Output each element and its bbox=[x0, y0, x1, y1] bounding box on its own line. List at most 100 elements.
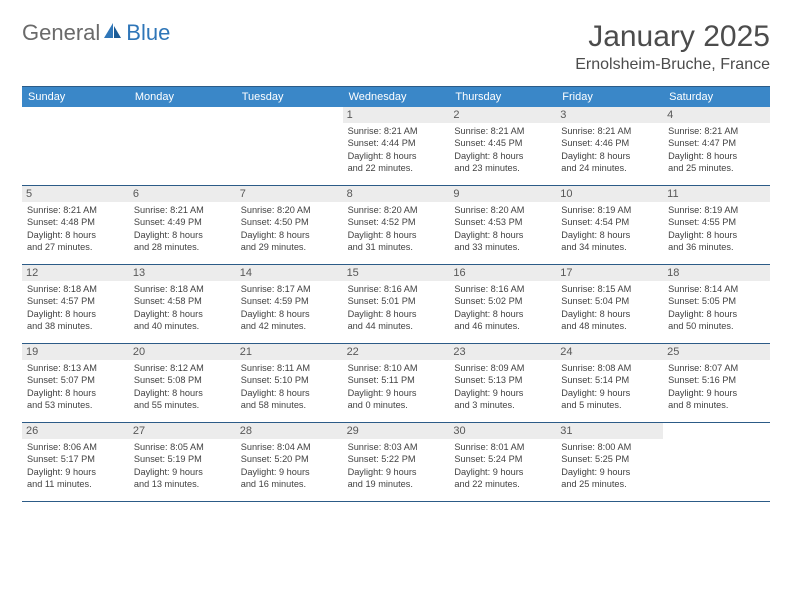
day-info: Sunrise: 8:16 AMSunset: 5:01 PMDaylight:… bbox=[348, 283, 445, 333]
day-info: Sunrise: 8:12 AMSunset: 5:08 PMDaylight:… bbox=[134, 362, 231, 412]
day-info: Sunrise: 8:21 AMSunset: 4:45 PMDaylight:… bbox=[454, 125, 551, 175]
day-cell: 29 Sunrise: 8:03 AMSunset: 5:22 PMDayligh… bbox=[343, 423, 450, 501]
week-row: 12 Sunrise: 8:18 AMSunset: 4:57 PMDayligh… bbox=[22, 265, 770, 344]
day-number: 8 bbox=[343, 186, 450, 202]
day-cell: 3Sunrise: 8:21 AMSunset: 4:46 PMDaylight… bbox=[556, 107, 663, 185]
day-cell: 1 Sunrise: 8:21 AMSunset: 4:44 PMDaylight… bbox=[343, 107, 450, 185]
day-cell: 7 Sunrise: 8:20 AMSunset: 4:50 PMDaylight… bbox=[236, 186, 343, 264]
weekday-header: Tuesday bbox=[236, 87, 343, 107]
day-number: 23 bbox=[449, 344, 556, 360]
day-number: 24 bbox=[556, 344, 663, 360]
day-cell: 5 Sunrise: 8:21 AMSunset: 4:48 PMDaylight… bbox=[22, 186, 129, 264]
weekday-header: Sunday bbox=[22, 87, 129, 107]
day-cell: 25 Sunrise: 8:07 AMSunset: 5:16 PMDayligh… bbox=[663, 344, 770, 422]
day-cell: 27 Sunrise: 8:05 AMSunset: 5:19 PMDayligh… bbox=[129, 423, 236, 501]
day-info: Sunrise: 8:13 AMSunset: 5:07 PMDaylight:… bbox=[27, 362, 124, 412]
day-number: 28 bbox=[236, 423, 343, 439]
day-number: 9 bbox=[449, 186, 556, 202]
logo-text-general: General bbox=[22, 20, 100, 46]
day-info: Sunrise: 8:11 AMSunset: 5:10 PMDaylight:… bbox=[241, 362, 338, 412]
week-row: 5 Sunrise: 8:21 AMSunset: 4:48 PMDaylight… bbox=[22, 186, 770, 265]
day-info: Sunrise: 8:16 AMSunset: 5:02 PMDaylight:… bbox=[454, 283, 551, 333]
day-number: 5 bbox=[22, 186, 129, 202]
weekday-header: Saturday bbox=[663, 87, 770, 107]
day-info: Sunrise: 8:08 AMSunset: 5:14 PMDaylight:… bbox=[561, 362, 658, 412]
month-title: January 2025 bbox=[575, 20, 770, 54]
empty-day-cell bbox=[236, 107, 343, 185]
day-number: 19 bbox=[22, 344, 129, 360]
weekday-header: Wednesday bbox=[343, 87, 450, 107]
day-cell: 19 Sunrise: 8:13 AMSunset: 5:07 PMDayligh… bbox=[22, 344, 129, 422]
weekday-header-row: SundayMondayTuesdayWednesdayThursdayFrid… bbox=[22, 86, 770, 107]
day-info: Sunrise: 8:21 AMSunset: 4:49 PMDaylight:… bbox=[134, 204, 231, 254]
day-number: 3 bbox=[556, 107, 663, 123]
day-number: 7 bbox=[236, 186, 343, 202]
weekday-header: Friday bbox=[556, 87, 663, 107]
day-number: 4 bbox=[663, 107, 770, 123]
calendar: SundayMondayTuesdayWednesdayThursdayFrid… bbox=[22, 86, 770, 502]
header: General Blue January 2025 Ernolsheim-Bru… bbox=[22, 20, 770, 74]
weekday-header: Thursday bbox=[449, 87, 556, 107]
logo-text-blue: Blue bbox=[126, 20, 170, 46]
day-number: 26 bbox=[22, 423, 129, 439]
day-number: 11 bbox=[663, 186, 770, 202]
day-number: 1 bbox=[343, 107, 450, 123]
day-info: Sunrise: 8:20 AMSunset: 4:53 PMDaylight:… bbox=[454, 204, 551, 254]
day-info: Sunrise: 8:10 AMSunset: 5:11 PMDaylight:… bbox=[348, 362, 445, 412]
day-cell: 17 Sunrise: 8:15 AMSunset: 5:04 PMDayligh… bbox=[556, 265, 663, 343]
day-number: 31 bbox=[556, 423, 663, 439]
empty-day-cell bbox=[663, 423, 770, 501]
day-number: 20 bbox=[129, 344, 236, 360]
day-cell: 28 Sunrise: 8:04 AMSunset: 5:20 PMDayligh… bbox=[236, 423, 343, 501]
day-number: 30 bbox=[449, 423, 556, 439]
day-cell: 26Sunrise: 8:06 AMSunset: 5:17 PMDayligh… bbox=[22, 423, 129, 501]
day-info: Sunrise: 8:01 AMSunset: 5:24 PMDaylight:… bbox=[454, 441, 551, 491]
day-cell: 15 Sunrise: 8:16 AMSunset: 5:01 PMDayligh… bbox=[343, 265, 450, 343]
day-info: Sunrise: 8:21 AMSunset: 4:48 PMDaylight:… bbox=[27, 204, 124, 254]
week-row: 26Sunrise: 8:06 AMSunset: 5:17 PMDayligh… bbox=[22, 423, 770, 502]
sail-icon bbox=[102, 21, 124, 46]
day-cell: 22Sunrise: 8:10 AMSunset: 5:11 PMDayligh… bbox=[343, 344, 450, 422]
week-row: 1 Sunrise: 8:21 AMSunset: 4:44 PMDaylight… bbox=[22, 107, 770, 186]
day-number: 2 bbox=[449, 107, 556, 123]
day-info: Sunrise: 8:03 AMSunset: 5:22 PMDaylight:… bbox=[348, 441, 445, 491]
day-info: Sunrise: 8:18 AMSunset: 4:57 PMDaylight:… bbox=[27, 283, 124, 333]
day-number: 6 bbox=[129, 186, 236, 202]
day-cell: 18 Sunrise: 8:14 AMSunset: 5:05 PMDayligh… bbox=[663, 265, 770, 343]
day-info: Sunrise: 8:20 AMSunset: 4:50 PMDaylight:… bbox=[241, 204, 338, 254]
day-info: Sunrise: 8:04 AMSunset: 5:20 PMDaylight:… bbox=[241, 441, 338, 491]
day-cell: 14Sunrise: 8:17 AMSunset: 4:59 PMDayligh… bbox=[236, 265, 343, 343]
day-info: Sunrise: 8:17 AMSunset: 4:59 PMDaylight:… bbox=[241, 283, 338, 333]
day-number: 17 bbox=[556, 265, 663, 281]
day-number: 25 bbox=[663, 344, 770, 360]
day-cell: 21Sunrise: 8:11 AMSunset: 5:10 PMDayligh… bbox=[236, 344, 343, 422]
day-info: Sunrise: 8:20 AMSunset: 4:52 PMDaylight:… bbox=[348, 204, 445, 254]
day-info: Sunrise: 8:00 AMSunset: 5:25 PMDaylight:… bbox=[561, 441, 658, 491]
day-info: Sunrise: 8:21 AMSunset: 4:44 PMDaylight:… bbox=[348, 125, 445, 175]
day-cell: 23Sunrise: 8:09 AMSunset: 5:13 PMDayligh… bbox=[449, 344, 556, 422]
day-number: 16 bbox=[449, 265, 556, 281]
day-info: Sunrise: 8:14 AMSunset: 5:05 PMDaylight:… bbox=[668, 283, 765, 333]
day-cell: 16 Sunrise: 8:16 AMSunset: 5:02 PMDayligh… bbox=[449, 265, 556, 343]
day-cell: 11Sunrise: 8:19 AMSunset: 4:55 PMDayligh… bbox=[663, 186, 770, 264]
day-info: Sunrise: 8:18 AMSunset: 4:58 PMDaylight:… bbox=[134, 283, 231, 333]
empty-day-cell bbox=[129, 107, 236, 185]
day-cell: 2 Sunrise: 8:21 AMSunset: 4:45 PMDaylight… bbox=[449, 107, 556, 185]
day-number: 15 bbox=[343, 265, 450, 281]
day-number: 29 bbox=[343, 423, 450, 439]
day-number: 12 bbox=[22, 265, 129, 281]
day-cell: 8 Sunrise: 8:20 AMSunset: 4:52 PMDaylight… bbox=[343, 186, 450, 264]
empty-day-cell bbox=[22, 107, 129, 185]
title-block: January 2025 Ernolsheim-Bruche, France bbox=[575, 20, 770, 74]
day-info: Sunrise: 8:05 AMSunset: 5:19 PMDaylight:… bbox=[134, 441, 231, 491]
day-cell: 10Sunrise: 8:19 AMSunset: 4:54 PMDayligh… bbox=[556, 186, 663, 264]
day-number: 18 bbox=[663, 265, 770, 281]
day-info: Sunrise: 8:07 AMSunset: 5:16 PMDaylight:… bbox=[668, 362, 765, 412]
day-cell: 24 Sunrise: 8:08 AMSunset: 5:14 PMDayligh… bbox=[556, 344, 663, 422]
day-info: Sunrise: 8:15 AMSunset: 5:04 PMDaylight:… bbox=[561, 283, 658, 333]
day-cell: 6 Sunrise: 8:21 AMSunset: 4:49 PMDaylight… bbox=[129, 186, 236, 264]
weekday-header: Monday bbox=[129, 87, 236, 107]
day-number: 27 bbox=[129, 423, 236, 439]
day-number: 13 bbox=[129, 265, 236, 281]
week-row: 19 Sunrise: 8:13 AMSunset: 5:07 PMDayligh… bbox=[22, 344, 770, 423]
